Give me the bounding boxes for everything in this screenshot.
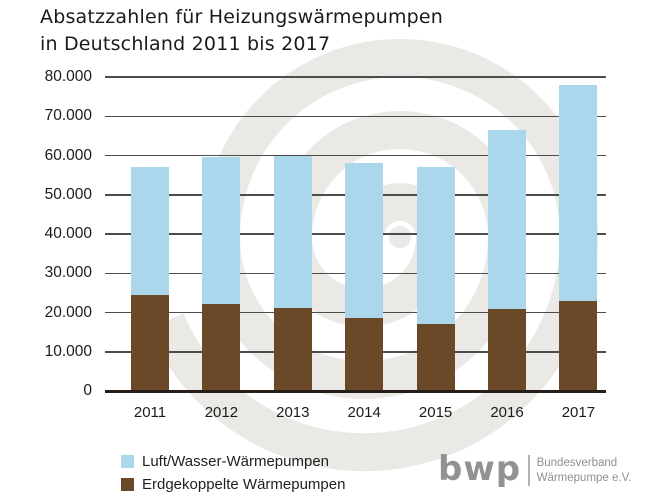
bar-segment-luft-wasser-2017	[559, 84, 598, 301]
y-axis-tick-label: 60.000	[44, 146, 92, 164]
bar-segment-erdgekoppelt-2016	[488, 308, 526, 391]
legend-label-luft-wasser: Luft/Wasser-Wärmepumpen	[142, 453, 330, 470]
x-axis-label-2017: 2017	[561, 404, 596, 421]
chart-legend: Luft/Wasser-Wärmepumpen Erdgekoppelte Wär…	[121, 452, 345, 498]
logo-org-line2: Wärmepumpe e.V.	[536, 472, 632, 484]
x-axis-label-2013: 2013	[276, 404, 310, 421]
x-axis-baseline	[105, 389, 606, 393]
swirl-center-dot	[389, 226, 411, 248]
bar-segment-erdgekoppelt-2015	[416, 323, 455, 391]
logo-divider-line	[528, 455, 530, 486]
gridline-80.000	[105, 76, 606, 78]
chart-title-line1: Absatzzahlen für Heizungswärmepumpen	[40, 6, 444, 28]
x-axis-label-2016: 2016	[490, 404, 524, 421]
bar-segment-luft-wasser-2011	[131, 167, 169, 295]
legend-item-luft-wasser: Luft/Wasser-Wärmepumpen	[121, 452, 345, 471]
bar-segment-erdgekoppelt-2012	[202, 303, 241, 391]
bar-segment-luft-wasser-2013	[273, 155, 312, 308]
bar-segment-luft-wasser-2012	[202, 157, 241, 304]
x-axis-label-2015: 2015	[418, 404, 453, 421]
legend-swatch-luft-wasser	[121, 455, 134, 468]
bar-segment-erdgekoppelt-2013	[273, 307, 312, 391]
bwp-logo-org-name: Bundesverband Wärmepumpe e.V.	[537, 451, 632, 486]
bwp-logo: bwp Bundesverband Wärmepumpe e.V.	[438, 451, 631, 487]
bar-segment-erdgekoppelt-2011	[131, 294, 169, 391]
bar-segment-erdgekoppelt-2017	[559, 300, 598, 391]
chart-title: Absatzzahlen für Heizungswärmepumpen in …	[40, 4, 443, 58]
bwp-logo-abbr: bwp	[438, 449, 522, 489]
x-axis-label-2011: 2011	[133, 404, 167, 421]
y-axis-tick-label: 0	[83, 382, 92, 399]
legend-swatch-erdgekoppelt	[121, 478, 134, 491]
x-axis-label-2014: 2014	[347, 404, 381, 421]
legend-item-erdgekoppelt: Erdgekoppelte Wärmepumpen	[121, 475, 345, 494]
y-axis-tick-label: 30.000	[44, 264, 92, 282]
chart-title-line2: in Deutschland 2011 bis 2017	[40, 33, 331, 55]
logo-org-line1: Bundesverband	[536, 457, 618, 469]
bar-segment-luft-wasser-2016	[488, 129, 526, 309]
bar-segment-luft-wasser-2014	[345, 163, 384, 319]
y-axis-tick-label: 80.000	[44, 68, 92, 85]
gridline-60.000	[105, 154, 606, 157]
bar-segment-erdgekoppelt-2014	[345, 318, 384, 391]
y-axis-tick-label: 70.000	[44, 107, 92, 125]
gridline-70.000	[105, 115, 606, 117]
bar-segment-luft-wasser-2015	[416, 167, 455, 324]
y-axis-tick-label: 10.000	[44, 342, 92, 360]
y-axis-tick-label: 50.000	[44, 185, 92, 203]
y-axis-tick-label: 40.000	[44, 225, 92, 242]
x-axis-label-2012: 2012	[204, 404, 239, 421]
y-axis-tick-label: 20.000	[44, 303, 92, 321]
legend-label-erdgekoppelt: Erdgekoppelte Wärmepumpen	[142, 476, 346, 493]
